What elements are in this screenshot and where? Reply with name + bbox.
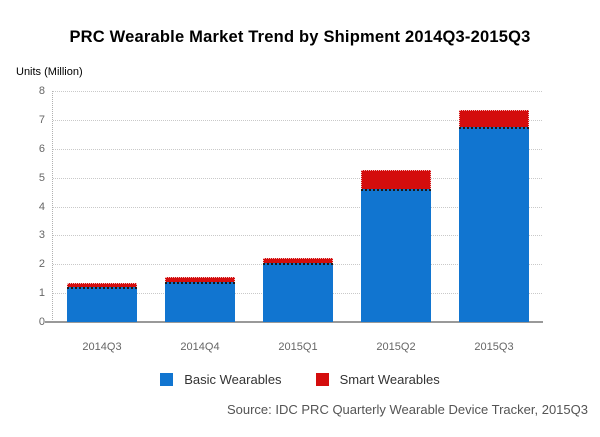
legend-label-basic-wearables: Basic Wearables <box>184 372 282 387</box>
legend: Basic Wearables Smart Wearables <box>0 372 600 387</box>
bar-segment-smart-wearables-2014Q3 <box>67 283 137 288</box>
y-tick-label-6: 6 <box>38 142 45 155</box>
y-tick-label-1: 1 <box>38 287 45 300</box>
gridline-7 <box>53 119 542 121</box>
bar-segment-smart-wearables-2015Q2 <box>361 170 431 190</box>
bar-segment-basic-wearables-2015Q3 <box>459 127 529 322</box>
gridline-5 <box>53 177 542 179</box>
legend-swatch-basic-wearables <box>160 373 174 386</box>
plot-area: 0 1 2 3 4 5 6 7 8 2014Q3 2014Q4 2015Q1 2015Q2 2015Q3 <box>39 85 543 353</box>
bar-segment-basic-wearables-2015Q1 <box>263 262 333 322</box>
bar-segment-basic-wearables-2014Q3 <box>67 287 137 322</box>
y-tick-label-8: 8 <box>38 85 45 97</box>
y-axis-title: Units (Million) <box>16 66 83 78</box>
legend-item-basic-wearables: Basic Wearables <box>160 372 282 387</box>
gridline-6 <box>53 148 542 150</box>
bar-segment-smart-wearables-2015Q3 <box>459 109 529 128</box>
x-axis-label-2015Q1: 2015Q1 <box>278 341 318 353</box>
chart-title: PRC Wearable Market Trend by Shipment 20… <box>69 28 531 46</box>
gridline-8 <box>53 91 542 92</box>
x-axis-label-2015Q3: 2015Q3 <box>474 341 514 353</box>
y-tick-label-5: 5 <box>38 171 45 184</box>
bar-segment-smart-wearables-2015Q1 <box>263 258 333 263</box>
legend-label-smart-wearables: Smart Wearables <box>339 372 440 387</box>
bar-segment-smart-wearables-2014Q4 <box>165 277 235 282</box>
y-tick-label-4: 4 <box>38 200 45 213</box>
bar-segment-basic-wearables-2015Q2 <box>361 189 431 322</box>
source-note: Source: IDC PRC Quarterly Wearable Devic… <box>226 402 588 417</box>
gridline-4 <box>53 206 542 208</box>
x-axis-label-2015Q2: 2015Q2 <box>376 341 416 353</box>
legend-swatch-smart-wearables <box>315 373 329 386</box>
x-axis-label-2014Q4: 2014Q4 <box>180 341 220 353</box>
y-tick-label-0: 0 <box>38 316 45 328</box>
y-tick-label-3: 3 <box>38 229 45 242</box>
gridline-3 <box>53 235 542 237</box>
bar-segment-basic-wearables-2014Q4 <box>165 281 235 322</box>
y-tick-label-2: 2 <box>38 258 45 271</box>
legend-item-smart-wearables: Smart Wearables <box>315 372 440 387</box>
y-tick-label-7: 7 <box>38 113 45 126</box>
x-axis-line <box>45 321 543 323</box>
x-axis-label-2014Q3: 2014Q3 <box>82 341 122 353</box>
